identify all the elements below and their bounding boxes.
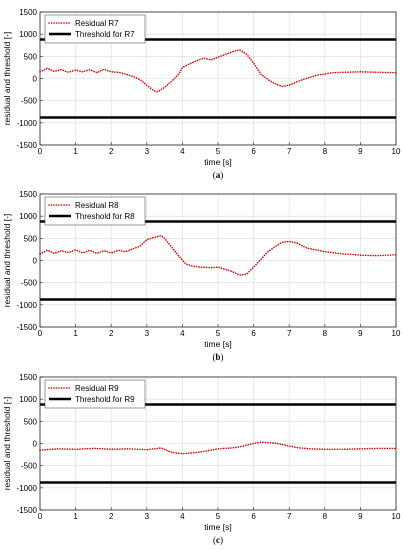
x-tick-label: 7 [287, 329, 292, 338]
legend-box [44, 379, 146, 409]
chart-panel-c: 0 1 2 3 4 5 6 7 8 9 10 -1500 -1000 -500 0 500 1000 1500 ti… [2, 373, 401, 545]
x-tick-label: 7 [287, 147, 292, 156]
legend-label: Residual R7 [75, 19, 119, 28]
legend-label: Threshold for R8 [75, 212, 135, 221]
x-tick-label: 10 [392, 147, 401, 156]
x-tick-label: 5 [216, 512, 221, 521]
x-tick-label: 9 [358, 329, 363, 338]
y-tick-label: 1500 [19, 8, 37, 17]
y-tick-label: -1000 [17, 119, 38, 128]
residual-line [39, 234, 397, 276]
y-tick-label: 500 [24, 234, 38, 243]
y-axis-label: residual and threshold [-] [2, 214, 12, 308]
legend: Residual R9 Threshold for R9 [44, 379, 146, 409]
panel-caption: (c) [213, 535, 223, 545]
x-tick-label: 3 [145, 329, 150, 338]
x-tick-label: 0 [38, 512, 43, 521]
y-tick-label: 500 [24, 52, 38, 61]
x-tick-label: 7 [287, 512, 292, 521]
y-tick-label: -1000 [17, 484, 38, 493]
y-tick-label: 0 [33, 75, 38, 84]
x-tick-label: 4 [180, 147, 185, 156]
legend-label: Threshold for R7 [75, 30, 135, 39]
legend-label: Threshold for R9 [75, 395, 135, 404]
x-tick-label: 2 [109, 512, 114, 521]
x-axis-label: time [s] [204, 522, 231, 532]
y-tick-label: 1500 [19, 373, 37, 382]
legend: Residual R7 Threshold for R7 [44, 14, 146, 44]
y-tick-label: 1000 [19, 30, 37, 39]
y-tick-label: -1000 [17, 301, 38, 310]
x-tick-label: 4 [180, 512, 185, 521]
y-axis-label: residual and threshold [-] [2, 32, 12, 126]
legend-box [44, 196, 146, 226]
y-tick-label: -500 [21, 97, 38, 106]
x-tick-label: 6 [251, 512, 256, 521]
y-tick-label: -1500 [17, 506, 38, 515]
y-tick-label: 0 [33, 440, 38, 449]
x-tick-label: 8 [323, 147, 328, 156]
x-tick-label: 6 [251, 329, 256, 338]
legend-label: Residual R9 [75, 384, 119, 393]
residual-line [39, 48, 397, 93]
legend-box [44, 14, 146, 44]
x-tick-label: 2 [109, 147, 114, 156]
y-tick-label: 500 [24, 417, 38, 426]
x-tick-label: 4 [180, 329, 185, 338]
chart-panel-a: 0 1 2 3 4 5 6 7 8 9 10 -1500 -1000 -500 0 500 1000 1500 ti… [2, 8, 401, 180]
x-tick-label: 0 [38, 329, 43, 338]
x-tick-label: 1 [73, 147, 78, 156]
x-axis-label: time [s] [204, 339, 231, 349]
x-tick-label: 2 [109, 329, 114, 338]
x-tick-label: 6 [251, 147, 256, 156]
y-axis-label: residual and threshold [-] [2, 397, 12, 491]
x-tick-label: 9 [358, 147, 363, 156]
x-tick-label: 8 [323, 512, 328, 521]
panel-caption: (a) [213, 170, 224, 180]
x-tick-label: 0 [38, 147, 43, 156]
y-tick-label: -1500 [17, 141, 38, 150]
x-tick-label: 8 [323, 329, 328, 338]
legend-label: Residual R8 [75, 201, 119, 210]
x-tick-label: 10 [392, 512, 401, 521]
x-tick-label: 9 [358, 512, 363, 521]
x-tick-label: 1 [73, 512, 78, 521]
y-tick-label: -1500 [17, 323, 38, 332]
x-tick-label: 5 [216, 147, 221, 156]
y-tick-label: -500 [21, 462, 38, 471]
x-tick-label: 1 [73, 329, 78, 338]
x-tick-label: 5 [216, 329, 221, 338]
y-tick-label: -500 [21, 279, 38, 288]
x-tick-label: 3 [145, 147, 150, 156]
x-axis-label: time [s] [204, 157, 231, 167]
x-tick-label: 3 [145, 512, 150, 521]
legend: Residual R8 Threshold for R8 [44, 196, 146, 226]
chart-panel-b: 0 1 2 3 4 5 6 7 8 9 10 -1500 -1000 -500 0 500 1000 1500 ti… [2, 190, 401, 362]
y-tick-label: 0 [33, 257, 38, 266]
y-tick-label: 1500 [19, 190, 37, 199]
residual-line [39, 441, 397, 455]
y-tick-label: 1000 [19, 212, 37, 221]
panel-caption: (b) [212, 352, 223, 362]
x-tick-label: 10 [392, 329, 401, 338]
y-tick-label: 1000 [19, 395, 37, 404]
